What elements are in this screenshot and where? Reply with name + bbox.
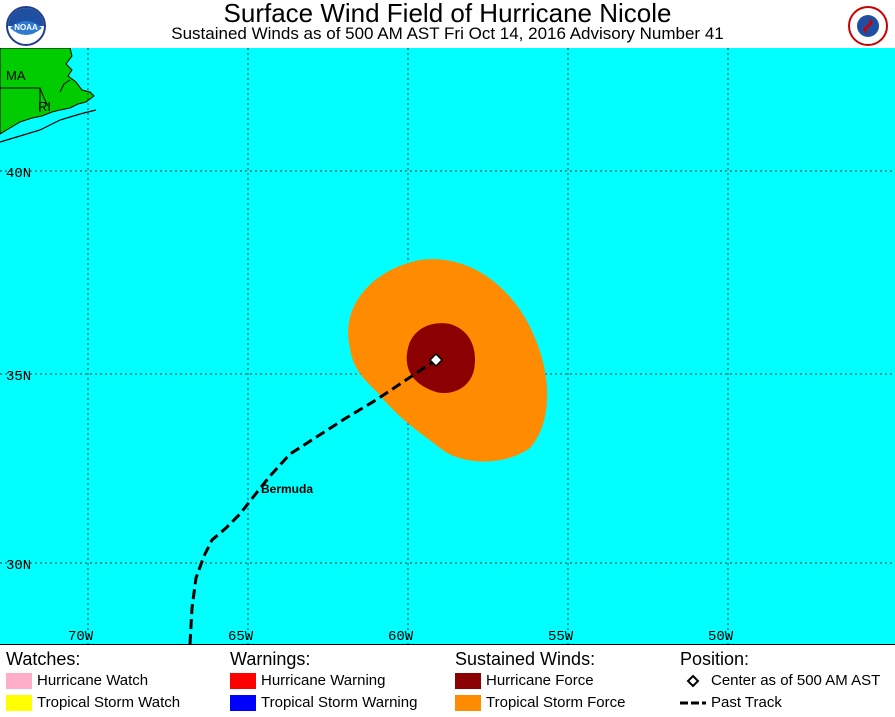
tropical-storm-watch-swatch [6, 694, 32, 711]
lon-label-60w: 60W [388, 629, 414, 644]
lon-label-50w: 50W [708, 629, 734, 644]
legend-label: Hurricane Watch [37, 672, 149, 689]
header: NOAA Surface Wind Field of Hurricane Nic… [0, 0, 895, 48]
past-track-line [188, 358, 437, 644]
tropical-storm-force-swatch [455, 694, 481, 711]
lon-label-55w: 55W [548, 629, 574, 644]
new-england-land [0, 48, 97, 143]
noaa-logo: NOAA [6, 6, 46, 46]
legend: Watches: Hurricane Watch Tropical Storm … [0, 644, 895, 717]
nws-logo [848, 6, 888, 46]
hurricane-watch-swatch [6, 672, 32, 689]
hurricane-force-swatch [455, 672, 481, 689]
storm-center-marker [428, 352, 444, 368]
svg-text:NOAA: NOAA [14, 23, 38, 32]
legend-label: Tropical Storm Warning [261, 694, 418, 711]
page-subtitle: Sustained Winds as of 500 AM AST Fri Oct… [171, 24, 724, 43]
legend-item-hurricane-warning: Hurricane Warning [230, 672, 386, 689]
lat-lon-grid [0, 48, 895, 644]
legend-label: Hurricane Warning [261, 672, 386, 689]
legend-label: Tropical Storm Force [486, 694, 626, 711]
legend-item-tropical-storm-watch: Tropical Storm Watch [6, 694, 180, 711]
legend-heading-position: Position: [680, 649, 750, 669]
state-label-ri: RI [38, 99, 51, 114]
dashed-line-icon [680, 701, 706, 704]
legend-item-past-track: Past Track [680, 694, 782, 711]
legend-label: Past Track [711, 694, 782, 711]
page-title: Surface Wind Field of Hurricane Nicole [223, 0, 672, 28]
diamond-icon [686, 674, 700, 687]
legend-item-hurricane-force: Hurricane Force [455, 672, 594, 689]
place-label-bermuda: Bermuda [261, 482, 313, 496]
legend-heading-sustained-winds: Sustained Winds: [455, 649, 596, 669]
legend-label: Tropical Storm Watch [37, 694, 181, 711]
lon-label-70w: 70W [68, 629, 94, 644]
hurricane-warning-swatch [230, 672, 256, 689]
legend-heading-watches: Watches: [6, 649, 81, 669]
lat-label-35n: 35N [6, 369, 31, 385]
lat-label-30n: 30N [6, 558, 31, 574]
legend-item-hurricane-watch: Hurricane Watch [6, 672, 148, 689]
legend-item-tropical-storm-warning: Tropical Storm Warning [230, 694, 417, 711]
legend-label: Center as of 500 AM AST [711, 672, 881, 689]
legend-item-center: Center as of 500 AM AST [680, 672, 880, 689]
wind-field-map: MA RI 40N 35N 30N 70W 65W 60W 55W 50W Be… [0, 48, 895, 644]
legend-label: Hurricane Force [486, 672, 594, 689]
legend-item-tropical-storm-force: Tropical Storm Force [455, 694, 625, 711]
lon-label-65w: 65W [228, 629, 254, 644]
state-label-ma: MA [6, 68, 26, 83]
tropical-storm-warning-swatch [230, 694, 256, 711]
lat-label-40n: 40N [6, 166, 31, 182]
legend-heading-warnings: Warnings: [230, 649, 311, 669]
